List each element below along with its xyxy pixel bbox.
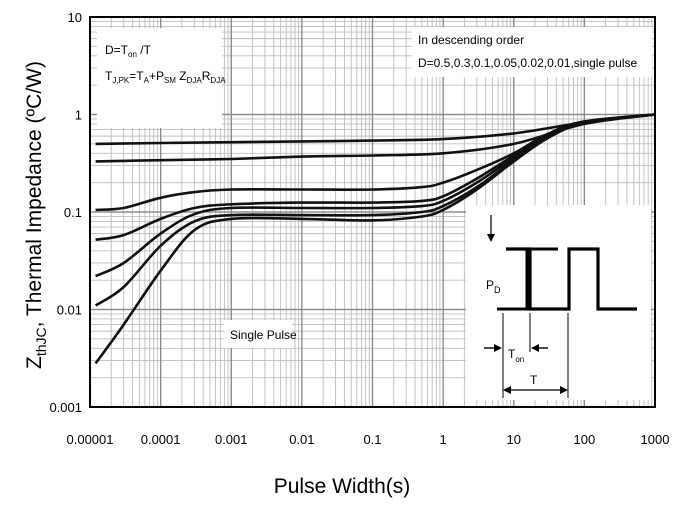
x-tick-label: 0.1: [363, 432, 381, 447]
single-pulse-box: Single Pulse: [224, 320, 297, 348]
order-box-background: [412, 27, 652, 77]
single-pulse-label: Single Pulse: [230, 328, 297, 342]
formula-line-1: D=Ton /T: [105, 43, 152, 59]
ton-label: Ton: [508, 347, 524, 364]
x-tick-label: 0.01: [289, 432, 314, 447]
single-pulse-box-background: [224, 320, 292, 348]
y-tick-label: 0.001: [49, 400, 82, 415]
formula-line-2: TJ,PK=TA+PSM ZDJARDJA: [105, 69, 226, 85]
order-line-1: In descending order: [418, 33, 524, 47]
order-box: In descending order D=0.5,0.3,0.1,0.05,0…: [412, 27, 652, 77]
x-tick-labels: 0.00001 0.0001 0.001 0.01 0.1 1 10 100 1000: [67, 432, 670, 447]
t-arrow-head-left: [503, 386, 511, 394]
y-axis-title: ZthJC, Thermal Impedance (ºC/W): [23, 61, 49, 369]
x-tick-label: 1000: [641, 432, 670, 447]
ton-right-arrow-head: [531, 344, 539, 352]
series-line-7: [94, 113, 656, 365]
plot-frame: [89, 16, 656, 408]
x-axis-title: Pulse Width(s): [274, 475, 411, 498]
ton-left-arrow-head: [494, 344, 502, 352]
pulse-waveform-1: [497, 247, 558, 311]
x-tick-label: 1: [440, 432, 447, 447]
x-tick-label: 10: [507, 432, 521, 447]
y-tick-labels: 0.001 0.01 0.1 1 10: [49, 10, 82, 415]
pd-label: PD: [486, 278, 501, 295]
formula-box-background: [97, 28, 222, 128]
t-arrow-head-right: [560, 386, 568, 394]
y-tick-label: 1: [75, 108, 82, 123]
x-tick-label: 0.001: [215, 432, 248, 447]
series-layer: [94, 113, 656, 365]
pd-arrow-head: [487, 234, 495, 242]
series-line-1: [95, 113, 656, 146]
x-tick-label: 0.00001: [67, 432, 114, 447]
pulse-inset-background: [466, 205, 651, 400]
pulse-inset: PD Ton T: [466, 205, 651, 400]
y-tick-label: 10: [68, 10, 82, 25]
pulse-waveform-2: [506, 247, 637, 311]
x-tick-label: 100: [574, 432, 596, 447]
order-line-2: D=0.5,0.3,0.1,0.05,0.02,0.01,single puls…: [418, 56, 637, 70]
formula-box: D=Ton /T TJ,PK=TA+PSM ZDJARDJA: [97, 28, 226, 128]
series-line-5: [95, 113, 656, 278]
y-tick-label: 0.1: [64, 205, 82, 220]
y-tick-label: 0.01: [57, 303, 82, 318]
x-tick-label: 0.0001: [141, 432, 181, 447]
t-label: T: [530, 373, 538, 387]
